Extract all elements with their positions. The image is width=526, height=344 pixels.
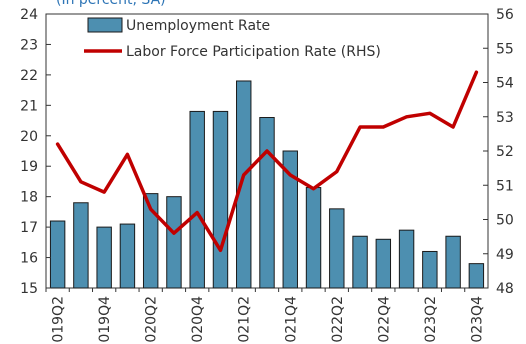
bar [236, 80, 252, 289]
right-tick-label: 49 [496, 247, 514, 263]
left-tick-label: 24 [20, 7, 38, 23]
bar [468, 263, 485, 289]
left-tick-label: 18 [20, 190, 38, 206]
right-tick-label: 51 [496, 178, 514, 194]
bar [422, 250, 438, 289]
left-tick-label: 23 [20, 37, 38, 53]
right-tick-label: 50 [496, 213, 514, 229]
bar [352, 235, 368, 289]
left-tick-label: 19 [20, 159, 38, 175]
left-tick-label: 20 [20, 129, 38, 145]
x-tick-label: 2022Q4 [376, 296, 392, 344]
bar-series [49, 80, 485, 289]
chart-subtitle: (In percent, SA) [56, 0, 166, 8]
right-tick-label: 55 [496, 41, 514, 57]
line-series [55, 70, 479, 253]
x-tick-label: 2023Q4 [469, 296, 485, 344]
left-axis: 15 16 17 18 19 20 21 22 23 24 [20, 7, 51, 297]
right-tick-label: 54 [496, 76, 514, 92]
bar [305, 187, 322, 289]
right-tick-label: 53 [496, 110, 514, 126]
legend: Unemployment Rate Labor Force Participat… [84, 17, 381, 60]
x-tick-label: 2020Q4 [190, 296, 206, 344]
x-tick-label: 2019Q4 [97, 296, 113, 344]
bar [375, 238, 392, 289]
right-tick-label: 48 [496, 281, 514, 297]
x-tick-label: 2023Q2 [423, 296, 439, 344]
right-axis: 48 49 50 51 52 53 54 55 56 [483, 7, 514, 297]
bar [329, 208, 345, 289]
bar [96, 226, 112, 289]
bar [142, 193, 159, 289]
x-axis: 2019Q2 2019Q4 2020Q2 2020Q4 2021Q2 2021Q4 2022… [45, 288, 485, 344]
left-tick-label: 22 [20, 68, 38, 84]
x-tick-label: 2020Q2 [144, 296, 160, 344]
right-tick-label: 56 [496, 7, 514, 23]
bar [445, 235, 461, 289]
bar [282, 150, 298, 289]
bar [73, 202, 89, 289]
participation-line [55, 70, 479, 253]
left-tick-label: 17 [20, 220, 38, 236]
left-tick-label: 21 [20, 98, 38, 114]
x-tick-label: 2021Q2 [237, 296, 253, 344]
bar [398, 229, 415, 289]
bar [212, 110, 229, 289]
bar [166, 196, 182, 289]
bar [259, 117, 275, 289]
left-tick-label: 16 [20, 251, 38, 267]
right-tick-label: 52 [496, 144, 514, 160]
bar [119, 223, 136, 289]
left-tick-label: 15 [20, 281, 38, 297]
bar [189, 110, 205, 289]
legend-label-unemployment: Unemployment Rate [126, 18, 270, 34]
x-tick-label: 2022Q2 [330, 296, 346, 344]
legend-swatch-unemployment [87, 17, 123, 33]
x-tick-label: 2019Q2 [51, 296, 67, 344]
bar [49, 220, 66, 289]
x-tick-label: 2021Q4 [283, 296, 299, 344]
legend-label-participation: Labor Force Participation Rate (RHS) [126, 44, 381, 60]
